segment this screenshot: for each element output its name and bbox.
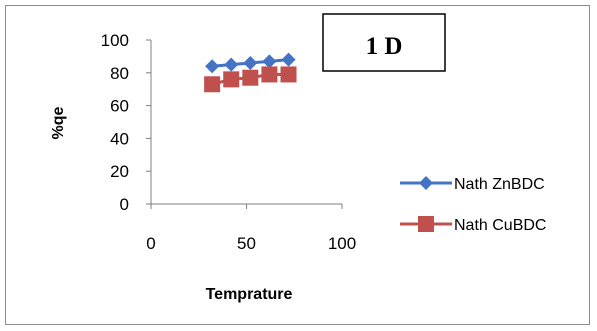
y-tick-label: 0 — [120, 195, 129, 214]
tick-labels: 0 20 40 60 80 100 0 50 100 — [101, 31, 357, 253]
data-point — [281, 52, 296, 67]
data-point — [205, 59, 220, 74]
data-point — [224, 57, 239, 72]
data-point — [204, 76, 221, 93]
axes — [146, 39, 343, 209]
legend-item-1: Nath ZnBDC — [400, 176, 545, 193]
data-point — [223, 71, 240, 88]
x-axis-title: Temprature — [206, 286, 293, 303]
y-tick-label: 40 — [110, 129, 129, 148]
chart-area — [5, 5, 590, 325]
data-point — [261, 66, 278, 83]
series-2 — [204, 66, 297, 93]
legend-item-2: Nath CuBDC — [400, 216, 546, 234]
x-tick-label: 50 — [237, 234, 256, 253]
data-point — [280, 66, 297, 83]
legend-marker — [418, 216, 434, 232]
data-point — [242, 69, 259, 86]
data-point — [262, 54, 277, 69]
series-layer — [204, 52, 297, 93]
y-tick-label: 100 — [101, 31, 129, 50]
y-tick-label: 20 — [110, 162, 129, 181]
y-axis-title: %qe — [50, 106, 67, 139]
legend: Nath ZnBDC Nath CuBDC — [400, 176, 546, 234]
panel-label: 1 D — [366, 33, 403, 60]
x-tick-label: 100 — [328, 234, 356, 253]
legend-label: Nath CuBDC — [454, 217, 546, 234]
x-tick-label: 0 — [146, 234, 155, 253]
legend-label: Nath ZnBDC — [454, 176, 545, 193]
data-point — [243, 55, 258, 70]
y-tick-label: 60 — [110, 97, 129, 116]
legend-marker — [419, 176, 433, 190]
y-tick-label: 80 — [110, 64, 129, 83]
series-1 — [205, 52, 296, 74]
panel-label-box: 1 D — [322, 13, 446, 72]
panel-label-border — [322, 13, 446, 72]
